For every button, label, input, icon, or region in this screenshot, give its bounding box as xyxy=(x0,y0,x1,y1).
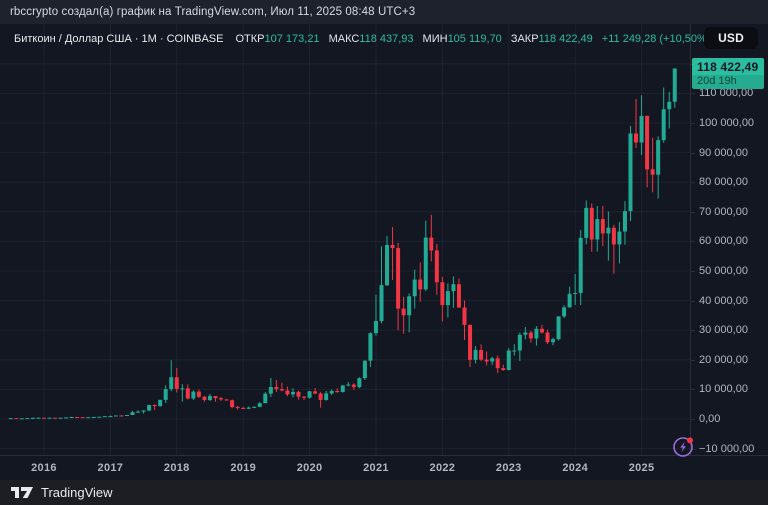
attribution-bar: rbccrypto создал(а) график на TradingVie… xyxy=(0,0,768,24)
x-axis-label: 2018 xyxy=(163,462,190,474)
x-axis-label: 2020 xyxy=(296,462,323,474)
y-axis-label: 110 000,00 xyxy=(699,87,754,100)
y-axis-tick xyxy=(691,389,695,391)
currency-toggle-button[interactable]: USD xyxy=(704,27,758,49)
y-axis-tick xyxy=(691,359,695,361)
x-axis-label: 2017 xyxy=(97,462,124,474)
last-price-label: 118 422,49 20d 19h xyxy=(692,58,764,90)
y-axis-tick xyxy=(691,419,695,420)
y-axis-tick xyxy=(691,300,695,302)
y-axis-label: 40 000,00 xyxy=(699,294,748,307)
y-axis-label: 80 000,00 xyxy=(699,176,748,189)
y-axis-tick xyxy=(691,182,695,184)
y-axis-label: 20 000,00 xyxy=(699,353,748,366)
y-axis-tick xyxy=(691,271,695,272)
x-axis-label: 2025 xyxy=(628,462,655,474)
footer-bar: TradingView xyxy=(0,480,768,505)
x-axis-label: 2024 xyxy=(562,462,588,474)
y-axis-tick xyxy=(691,448,695,450)
legend-high: МАКС118 437,93 xyxy=(328,33,414,45)
legend-close: ЗАКР118 422,49 xyxy=(510,33,593,45)
chart-region: Биткоин / Доллар США · 1M · COINBASE ОТК… xyxy=(0,24,768,480)
last-price-value: 118 422,49 xyxy=(692,58,764,76)
y-axis-tick xyxy=(691,152,695,154)
y-axis-label: 100 000,00 xyxy=(699,117,755,129)
symbol-title: Биткоин / Доллар США · 1M · COINBASE xyxy=(14,33,224,45)
y-axis-label: −10 000,00 xyxy=(699,442,755,455)
x-axis-label: 2019 xyxy=(230,462,256,474)
tradingview-brand-text[interactable]: TradingView xyxy=(41,485,113,500)
realtime-lightning-icon[interactable] xyxy=(671,435,695,459)
y-axis-tick xyxy=(691,241,695,243)
time-axis[interactable]: 2016 2017 2018 2019 2020 2021 2022 2023 2024 2025 xyxy=(0,455,768,480)
y-axis-tick xyxy=(691,93,695,95)
y-axis-label: 90 000,00 xyxy=(699,146,748,159)
x-axis-label: 2016 xyxy=(31,462,57,474)
legend-low: МИН105 119,70 xyxy=(422,33,502,45)
y-axis-label: 10 000,00 xyxy=(699,383,748,396)
y-axis-label: 60 000,00 xyxy=(699,235,748,248)
legend-open: ОТКР107 173,21 xyxy=(235,33,320,45)
y-axis-tick xyxy=(691,211,695,213)
y-axis-tick xyxy=(691,123,695,124)
x-axis-label: 2023 xyxy=(495,462,522,474)
symbol-legend[interactable]: Биткоин / Доллар США · 1M · COINBASE ОТК… xyxy=(14,33,710,45)
y-axis-label: 30 000,00 xyxy=(699,324,748,337)
candlestick-canvas[interactable] xyxy=(0,24,690,455)
y-axis-label: 0,00 xyxy=(699,413,721,425)
y-axis-label: 70 000,00 xyxy=(699,205,748,218)
y-axis-label: 50 000,00 xyxy=(699,265,748,277)
chart-pane[interactable] xyxy=(0,24,690,455)
tradingview-logo-icon[interactable] xyxy=(10,485,35,500)
bar-countdown: 20d 19h xyxy=(692,75,764,90)
attribution-text: rbccrypto создал(а) график на TradingVie… xyxy=(10,6,416,18)
legend-change: +11 249,28 (+10,50%) xyxy=(601,33,711,45)
x-axis-label: 2021 xyxy=(363,462,389,474)
x-axis-label: 2022 xyxy=(429,462,456,474)
y-axis-tick xyxy=(691,330,695,332)
